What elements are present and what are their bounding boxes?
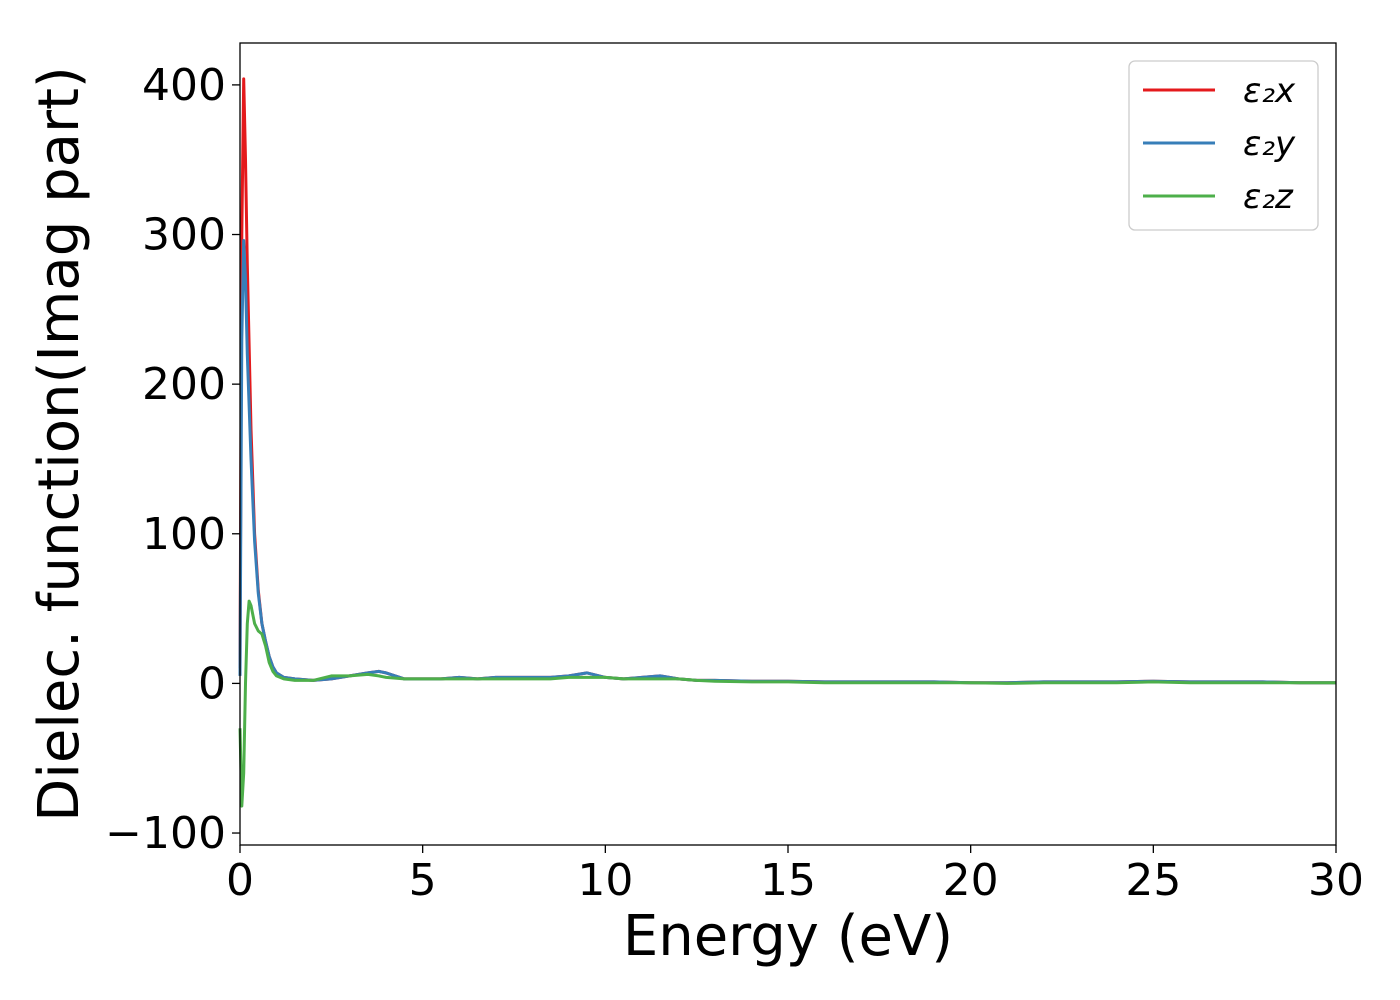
x-tick-label: 30 bbox=[1308, 855, 1364, 906]
x-tick-label: 5 bbox=[409, 855, 437, 906]
legend-frame bbox=[1128, 60, 1319, 231]
x-tick-label: 15 bbox=[760, 855, 816, 906]
legend-label-ey: ε₂y bbox=[1243, 124, 1296, 164]
y-tick-label: 100 bbox=[142, 509, 226, 560]
y-tick-label: 400 bbox=[142, 60, 226, 111]
x-tick-label: 10 bbox=[577, 855, 633, 906]
y-axis-label: Dielec. function(Imag part) bbox=[27, 66, 92, 822]
x-tick-label: 25 bbox=[1125, 855, 1181, 906]
x-axis-ticks: 0 5 10 15 20 25 30 bbox=[226, 845, 1364, 906]
y-axis-ticks: −100 0 100 200 300 400 bbox=[105, 60, 240, 859]
y-tick-label: 300 bbox=[142, 210, 226, 261]
legend: ε₂x ε₂y ε₂z bbox=[1128, 60, 1319, 231]
x-axis-label: Energy (eV) bbox=[623, 904, 953, 969]
x-tick-label: 20 bbox=[943, 855, 999, 906]
series-layer bbox=[238, 77, 1336, 808]
x-tick-label: 0 bbox=[226, 855, 254, 906]
series-line-2 bbox=[238, 599, 1336, 808]
y-tick-label: −100 bbox=[105, 808, 226, 859]
y-tick-label: 200 bbox=[142, 359, 226, 410]
y-tick-label: 0 bbox=[198, 658, 226, 709]
legend-label-ex: ε₂x bbox=[1243, 71, 1296, 111]
legend-label-ez: ε₂z bbox=[1243, 177, 1294, 217]
